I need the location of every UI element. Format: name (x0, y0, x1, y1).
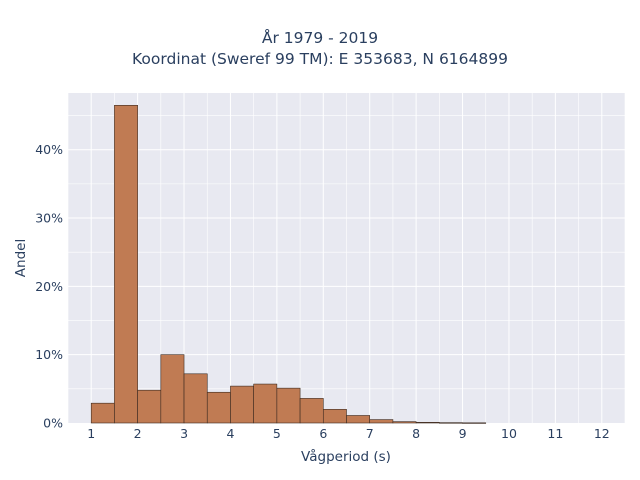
x-tick-label: 7 (366, 426, 374, 441)
histogram-bar (462, 422, 487, 424)
histogram-bar (183, 373, 208, 424)
x-tick-label: 10 (501, 426, 517, 441)
y-tick-labels: 0% 10% 20% 30% 40% (35, 142, 63, 430)
x-tick-label: 9 (459, 426, 467, 441)
x-tick-label: 8 (412, 426, 420, 441)
x-axis-label: Vågperiod (s) (301, 448, 391, 465)
histogram-bar (160, 354, 185, 424)
y-axis-label: Andel (13, 239, 29, 277)
y-tick-label: 30% (35, 211, 63, 226)
y-tick-label: 40% (35, 142, 63, 157)
histogram-bar (230, 385, 254, 424)
x-tick-label: 1 (87, 426, 95, 441)
y-tick-label: 0% (43, 416, 63, 431)
histogram-bar (276, 387, 301, 424)
chart-title-line-1: År 1979 - 2019 (261, 29, 379, 47)
x-tick-label: 4 (226, 426, 234, 441)
x-tick-label: 3 (180, 426, 188, 441)
histogram-bar (322, 409, 347, 424)
histogram-bar (206, 391, 231, 424)
x-tick-label: 6 (319, 426, 327, 441)
histogram-bar (415, 422, 440, 424)
histogram-bar (439, 422, 463, 424)
y-tick-label: 10% (35, 347, 63, 362)
x-tick-label: 2 (134, 426, 142, 441)
histogram-bar (253, 383, 278, 424)
chart-title-line-2: Koordinat (Sweref 99 TM): E 353683, N 61… (132, 50, 508, 68)
histogram-bar (90, 402, 115, 424)
histogram-bar (392, 421, 417, 424)
bars (90, 104, 487, 424)
x-tick-labels: 1 2 3 4 5 6 7 8 9 10 11 12 (87, 426, 610, 441)
histogram-bar (346, 415, 371, 424)
y-tick-label: 20% (35, 279, 63, 294)
x-tick-label: 11 (547, 426, 563, 441)
x-tick-label: 12 (594, 426, 610, 441)
histogram-bar (137, 389, 162, 424)
histogram-bar (369, 419, 394, 424)
x-tick-label: 5 (273, 426, 281, 441)
histogram-bar (114, 104, 138, 424)
histogram-bar (299, 398, 324, 424)
